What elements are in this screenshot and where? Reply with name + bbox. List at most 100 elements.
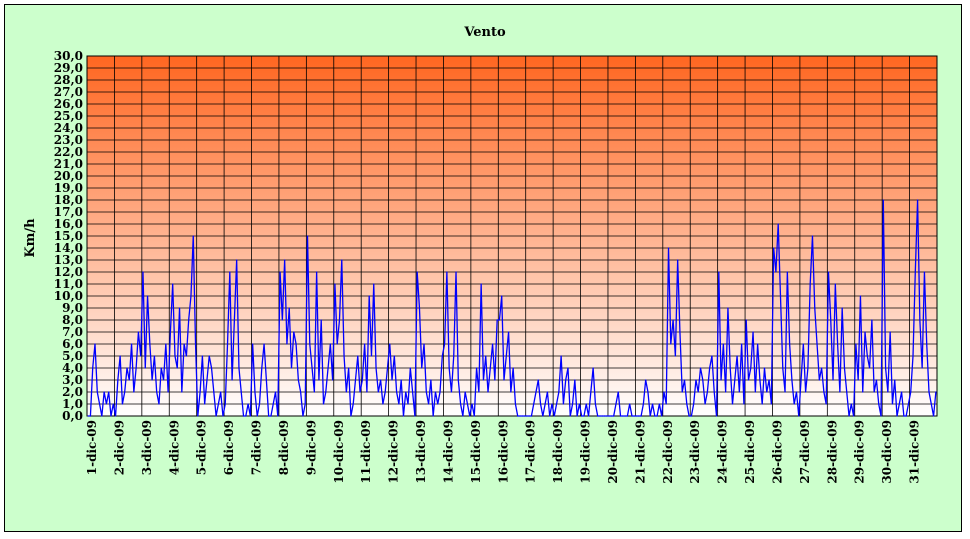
data-point	[217, 403, 219, 405]
data-point	[695, 379, 697, 381]
data-point	[818, 379, 820, 381]
data-point	[875, 379, 878, 381]
data-point	[361, 379, 363, 381]
data-point	[249, 415, 251, 417]
data-point	[153, 355, 156, 357]
y-tick-label: 21,0	[54, 157, 83, 171]
x-tick-label: 8-dic-09	[277, 420, 291, 475]
data-point	[412, 391, 414, 393]
data-point	[651, 403, 654, 405]
data-point	[539, 403, 542, 405]
data-point	[878, 403, 880, 405]
data-point	[688, 415, 690, 417]
data-point	[535, 391, 537, 393]
data-point	[846, 391, 848, 393]
data-point	[126, 367, 128, 369]
data-point	[439, 391, 441, 393]
data-point	[258, 403, 261, 405]
data-point	[354, 379, 357, 381]
data-point	[160, 367, 162, 369]
data-point	[293, 331, 295, 333]
data-point	[791, 379, 793, 381]
data-point	[357, 355, 359, 357]
data-point	[494, 379, 496, 381]
data-point	[208, 355, 210, 357]
data-point	[300, 391, 302, 393]
y-tick-label: 26,0	[54, 97, 83, 111]
data-point	[615, 403, 617, 405]
data-point	[565, 379, 567, 381]
data-point	[729, 367, 731, 369]
data-point	[309, 343, 311, 345]
data-point	[805, 391, 807, 393]
data-point	[224, 403, 226, 405]
data-point	[318, 379, 320, 381]
data-point	[327, 367, 329, 369]
data-point	[464, 391, 466, 393]
data-point	[921, 367, 923, 369]
data-point	[370, 355, 373, 357]
data-point	[366, 391, 368, 393]
data-point	[894, 379, 896, 381]
data-point	[546, 391, 549, 393]
x-tick-label: 4-dic-09	[167, 420, 181, 475]
data-point	[316, 271, 318, 273]
y-tick-label: 4,0	[62, 361, 83, 375]
data-point	[505, 355, 507, 357]
data-point	[528, 415, 530, 417]
x-tick-label: 11-dic-09	[359, 420, 373, 484]
data-point	[201, 355, 203, 357]
data-point	[571, 403, 574, 405]
data-point	[592, 367, 594, 369]
data-point	[491, 343, 494, 345]
data-point	[763, 367, 766, 369]
data-point	[142, 271, 144, 273]
data-point	[272, 403, 274, 405]
data-point	[882, 199, 884, 201]
y-tick-label: 23,0	[54, 133, 83, 147]
data-point	[800, 379, 802, 381]
data-point	[391, 379, 393, 381]
data-point	[213, 391, 215, 393]
data-point	[610, 415, 612, 417]
x-tick-label: 22-dic-09	[661, 420, 675, 484]
data-point	[453, 355, 455, 357]
data-point	[133, 391, 135, 393]
data-point	[101, 415, 103, 417]
data-point	[462, 415, 464, 417]
data-point	[631, 415, 633, 417]
data-point	[677, 259, 679, 261]
data-point	[517, 415, 519, 417]
data-point	[178, 307, 181, 309]
data-point	[183, 343, 185, 345]
data-point	[613, 415, 615, 417]
data-point	[649, 415, 651, 417]
data-point	[914, 271, 916, 273]
data-point	[507, 331, 510, 333]
data-point	[626, 415, 628, 417]
data-point	[306, 235, 309, 237]
data-point	[236, 259, 238, 261]
data-point	[409, 367, 411, 369]
data-point	[930, 403, 932, 405]
y-tick-label: 7,0	[62, 325, 83, 339]
data-point	[466, 403, 469, 405]
x-tick-label: 18-dic-09	[551, 420, 565, 484]
x-tick-label: 10-dic-09	[332, 420, 346, 484]
data-point	[656, 415, 658, 417]
data-point	[172, 283, 174, 285]
data-point	[743, 403, 745, 405]
data-point	[670, 343, 672, 345]
y-tick-label: 3,0	[62, 373, 83, 387]
data-point	[432, 415, 434, 417]
data-point	[398, 403, 400, 405]
data-point	[645, 379, 647, 381]
data-point	[393, 355, 395, 357]
data-point	[288, 307, 290, 309]
data-point	[581, 415, 583, 417]
data-point	[907, 403, 910, 405]
data-point	[905, 415, 907, 417]
data-point	[450, 391, 453, 393]
data-point	[96, 391, 98, 393]
data-point	[750, 367, 752, 369]
